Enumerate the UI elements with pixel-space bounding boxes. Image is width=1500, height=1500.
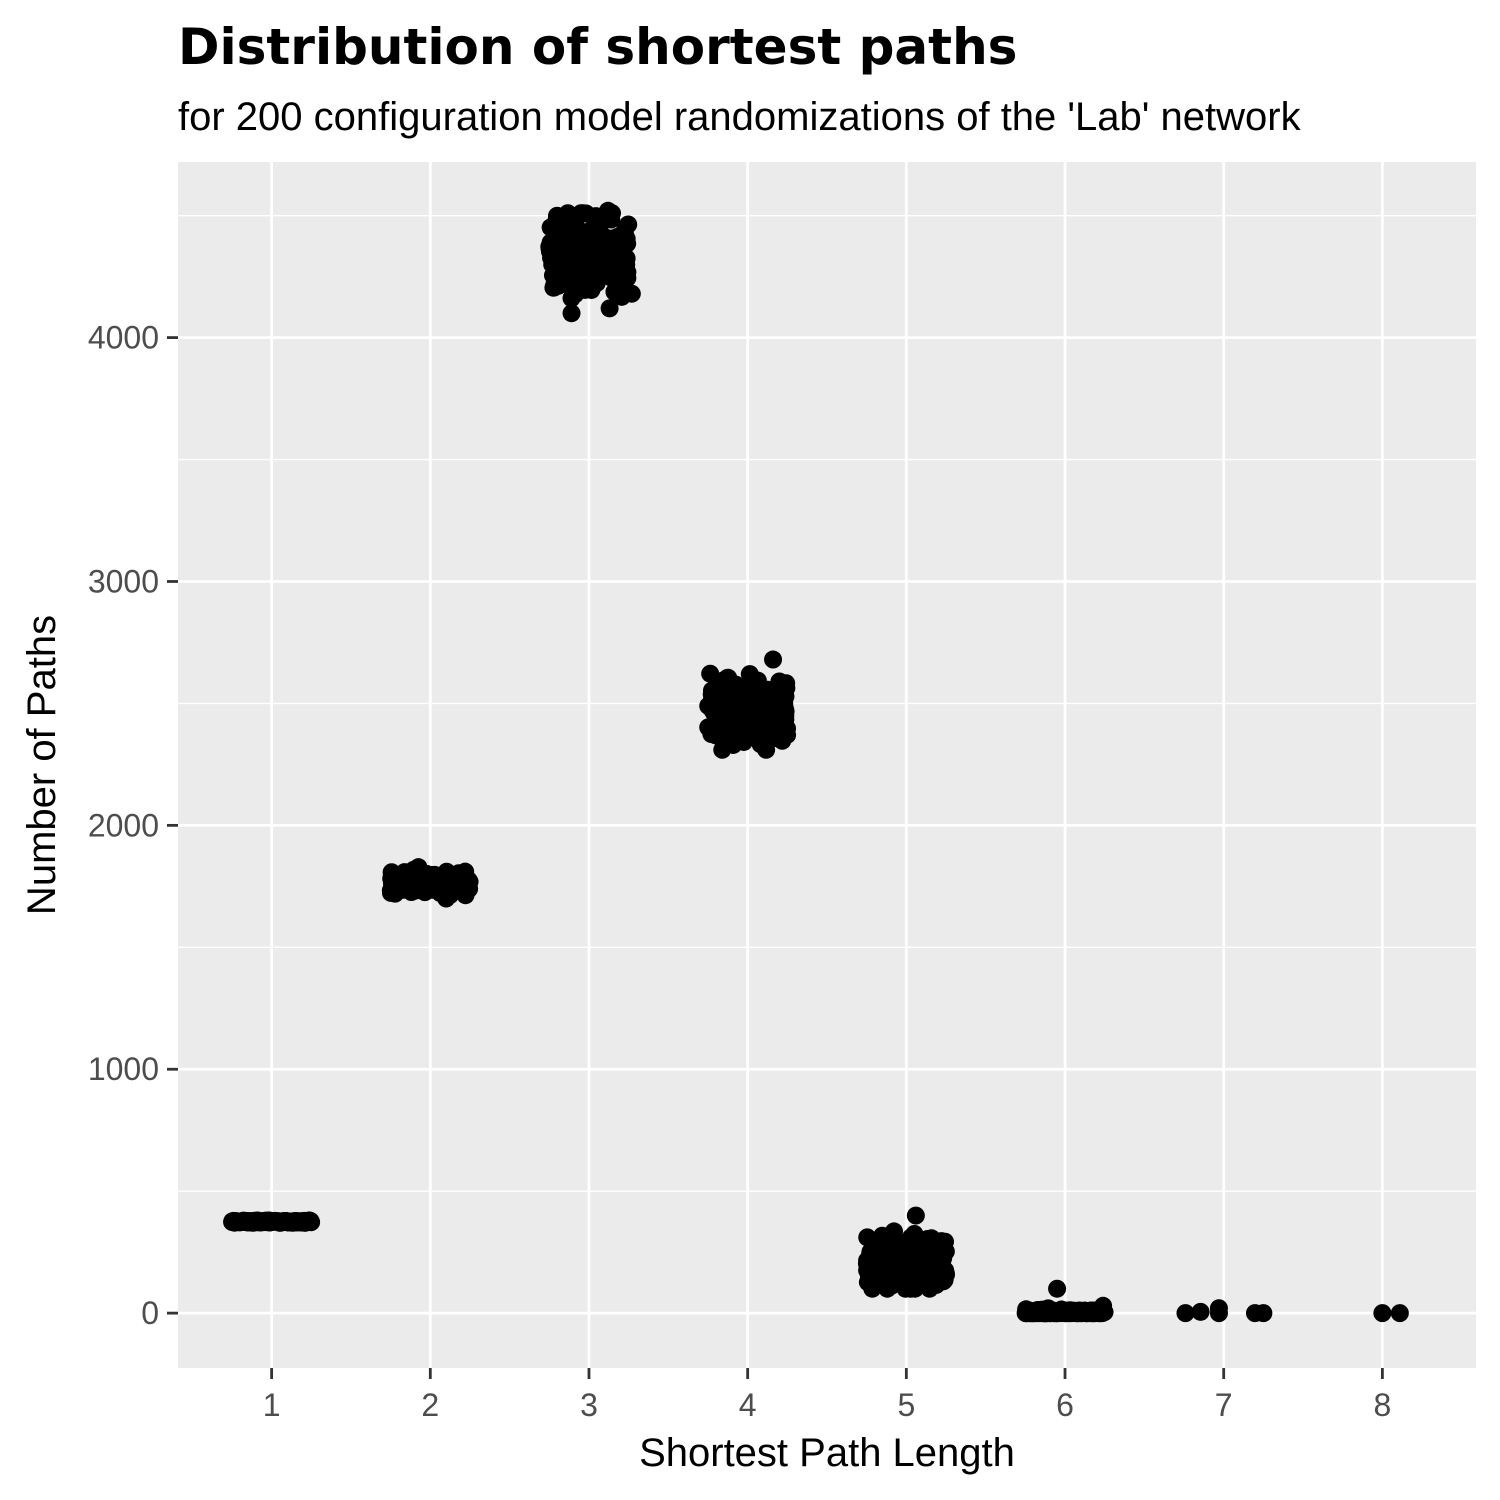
y-tick-label: 3000	[88, 563, 159, 599]
data-point	[906, 1206, 925, 1225]
data-point	[544, 278, 563, 297]
x-axis: 1 2 3 4 5 6 7 8	[263, 1368, 1391, 1423]
data-point	[561, 222, 580, 241]
data-point	[774, 707, 793, 726]
data-point	[562, 304, 581, 323]
y-tick-label: 1000	[88, 1051, 159, 1087]
data-point	[599, 201, 618, 220]
data-point	[599, 251, 618, 270]
data-point	[617, 232, 636, 251]
data-point	[615, 266, 634, 285]
data-point	[382, 867, 401, 886]
data-point	[408, 880, 427, 899]
data-point	[550, 243, 569, 262]
minor-gridlines	[178, 214, 1476, 1192]
y-tick-label: 4000	[88, 320, 159, 356]
data-point	[770, 672, 789, 691]
data-point	[873, 1226, 892, 1245]
data-point	[1176, 1304, 1195, 1323]
data-point	[913, 1261, 932, 1280]
data-point	[936, 1264, 955, 1283]
plot-panel	[178, 162, 1476, 1368]
x-tick-label: 2	[421, 1387, 439, 1423]
data-point	[590, 217, 609, 236]
data-point	[269, 1212, 288, 1231]
data-point	[1048, 1279, 1067, 1298]
data-point	[701, 664, 720, 683]
data-point	[1209, 1304, 1228, 1323]
x-tick-label: 4	[739, 1387, 757, 1423]
data-points	[223, 201, 1409, 1323]
y-axis: 0 1000 2000 3000 4000	[88, 320, 178, 1331]
x-tick-label: 6	[1056, 1387, 1074, 1423]
data-point	[858, 1228, 877, 1247]
data-point	[699, 718, 718, 737]
data-point	[622, 284, 641, 303]
data-point	[764, 650, 783, 669]
data-point	[1390, 1304, 1409, 1323]
data-point	[432, 875, 451, 894]
data-point	[566, 285, 585, 304]
data-point	[707, 699, 726, 718]
data-point	[295, 1212, 314, 1231]
x-tick-label: 8	[1373, 1387, 1391, 1423]
data-point	[736, 727, 755, 746]
data-point	[754, 682, 773, 701]
data-point	[553, 262, 572, 281]
x-tick-label: 1	[263, 1387, 281, 1423]
data-point	[916, 1247, 935, 1266]
data-point	[250, 1212, 269, 1231]
major-gridlines	[178, 162, 1476, 1368]
y-tick-label: 0	[141, 1295, 159, 1331]
data-point	[721, 708, 740, 727]
data-point	[1094, 1296, 1113, 1315]
data-point	[861, 1246, 880, 1265]
data-point	[896, 1260, 915, 1279]
data-point	[1373, 1304, 1392, 1323]
data-point	[878, 1279, 897, 1298]
data-point	[1033, 1303, 1052, 1322]
data-point	[713, 740, 732, 759]
data-point	[600, 299, 619, 318]
x-tick-label: 5	[897, 1387, 915, 1423]
data-point	[568, 259, 587, 278]
data-point	[1254, 1304, 1273, 1323]
data-point	[600, 264, 619, 283]
data-point	[437, 889, 456, 908]
data-point	[556, 206, 575, 225]
x-tick-label: 3	[580, 1387, 598, 1423]
data-point	[571, 204, 590, 223]
data-point	[447, 870, 466, 889]
y-tick-label: 2000	[88, 807, 159, 843]
data-point	[754, 724, 773, 743]
data-point	[882, 1253, 901, 1272]
data-point	[600, 229, 619, 248]
data-point	[548, 221, 567, 240]
data-point	[1191, 1302, 1210, 1321]
data-point	[724, 681, 743, 700]
x-axis-title: Shortest Path Length	[639, 1431, 1015, 1475]
x-tick-label: 7	[1215, 1387, 1233, 1423]
chart-subtitle: for 200 configuration model randomizatio…	[178, 95, 1302, 139]
data-point	[581, 269, 600, 288]
data-point	[1050, 1303, 1069, 1322]
y-axis-title: Number of Paths	[20, 615, 64, 915]
chart-title: Distribution of shortest paths	[178, 18, 1017, 76]
